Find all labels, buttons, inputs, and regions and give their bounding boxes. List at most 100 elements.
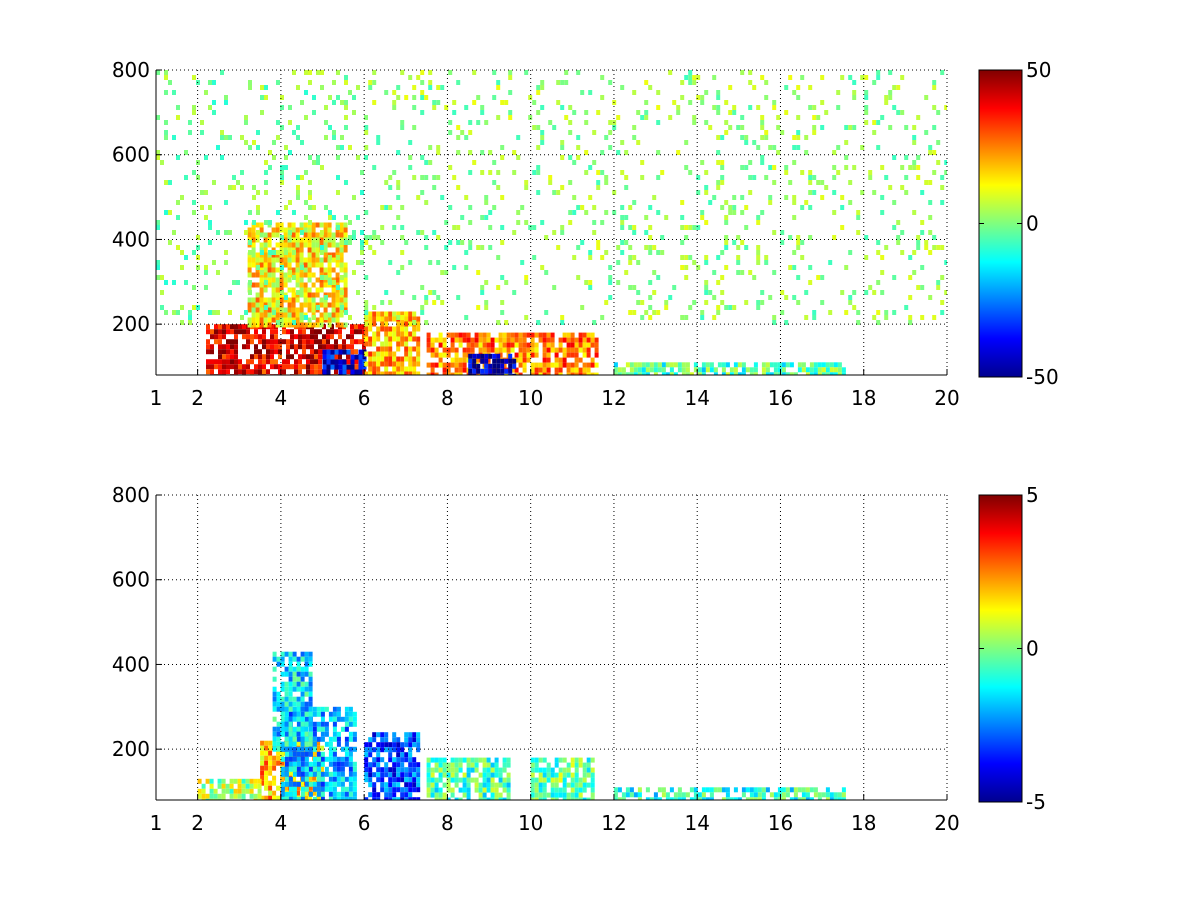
heatmap-cell [272, 676, 277, 682]
heatmap-cell [323, 302, 328, 308]
heatmap-cell [608, 80, 613, 85]
heatmap-cell [484, 363, 489, 369]
heatmap-cell [222, 344, 226, 350]
heatmap-cell [756, 220, 761, 225]
heatmap-cell [438, 757, 443, 763]
heatmap-cell [412, 326, 417, 332]
heatmap-cell [586, 772, 591, 778]
heatmap-cell [364, 767, 369, 773]
heatmap-cell [480, 373, 485, 375]
heatmap-cell [310, 369, 314, 375]
heatmap-cell [348, 711, 353, 717]
heatmap-cell [344, 736, 349, 742]
heatmap-cell [272, 666, 277, 672]
heatmap-cell [388, 782, 393, 788]
heatmap-cell [566, 367, 571, 373]
heatmap-cell [304, 716, 309, 722]
heatmap-cell [821, 792, 826, 798]
heatmap-cell [829, 372, 834, 375]
heatmap-cell [928, 180, 933, 185]
heatmap-cell [648, 280, 653, 285]
heatmap-cell [704, 290, 709, 295]
heatmap-cell [354, 369, 359, 375]
heatmap-cell [180, 320, 184, 325]
heatmap-cell [288, 751, 293, 757]
heatmap-cell [312, 110, 316, 115]
heatmap-cell [496, 373, 501, 375]
heatmap-cell [592, 205, 597, 210]
heatmap-cell [324, 726, 329, 732]
heatmap-cell [936, 160, 941, 165]
heatmap-cell [468, 130, 473, 135]
heatmap-cell [304, 731, 309, 737]
heatmap-cell [284, 756, 289, 762]
heatmap-cell [784, 165, 789, 170]
colorbar-tick-label: 0 [1026, 637, 1039, 661]
heatmap-cell [296, 195, 300, 200]
heatmap-cell [809, 372, 814, 375]
heatmap-cell [696, 190, 701, 195]
heatmap-cell [176, 215, 180, 220]
heatmap-cell [296, 796, 301, 800]
heatmap-cell [234, 334, 238, 340]
heatmap-cell [339, 232, 344, 238]
heatmap-cell [284, 785, 289, 791]
heatmap-cell [315, 277, 320, 283]
heatmap-cell [304, 315, 308, 320]
heatmap-cell [454, 777, 459, 783]
heatmap-cell [238, 369, 242, 375]
heatmap-cell [168, 80, 172, 85]
heatmap-cell [478, 787, 483, 793]
heatmap-cell [276, 736, 281, 742]
heatmap-cell [308, 651, 313, 657]
heatmap-cell [320, 791, 325, 797]
heatmap-cell [574, 362, 579, 368]
heatmap-cell [904, 125, 909, 130]
heatmap-cell [864, 75, 869, 80]
heatmap-cell [430, 787, 435, 793]
heatmap-cell [340, 776, 345, 782]
heatmap-cell [514, 357, 519, 363]
heatmap-cell [331, 237, 336, 243]
heatmap-cell [558, 772, 563, 778]
heatmap-cell [474, 762, 479, 768]
heatmap-cell [288, 721, 293, 727]
heatmap-cell [392, 762, 397, 768]
heatmap-cell [291, 297, 296, 303]
heatmap-cell [620, 140, 625, 145]
heatmap-cell [246, 329, 250, 335]
heatmap-cell [342, 349, 347, 355]
heatmap-cell [888, 95, 893, 100]
heatmap-cell [442, 762, 447, 768]
heatmap-cell [552, 230, 557, 235]
heatmap-cell [446, 367, 451, 373]
heatmap-cell [476, 363, 481, 369]
heatmap-cell [384, 205, 389, 210]
heatmap-cell [240, 135, 244, 140]
heatmap-cell [288, 661, 293, 667]
x-tick-label: 8 [441, 386, 454, 410]
heatmap-cell [304, 170, 308, 175]
heatmap-cell [344, 741, 349, 747]
heatmap-cell [408, 772, 413, 778]
heatmap-cell [160, 160, 164, 165]
heatmap-cell [592, 320, 597, 325]
heatmap-cell [892, 155, 897, 160]
heatmap-cell [344, 776, 349, 782]
heatmap-cell [204, 285, 208, 290]
heatmap-cell [226, 339, 230, 345]
heatmap-cell [328, 125, 332, 130]
heatmap-cell [773, 367, 778, 373]
heatmap-cell [346, 334, 350, 340]
heatmap-cell [689, 797, 694, 800]
heatmap-cell [542, 787, 547, 793]
heatmap-cell [372, 737, 377, 743]
heatmap-cell [295, 232, 300, 238]
heatmap-cell [276, 741, 281, 747]
heatmap-cell [880, 165, 885, 170]
heatmap-cell [400, 757, 405, 763]
heatmap-cell [669, 797, 674, 800]
heatmap-cell [274, 349, 278, 355]
heatmap-cell [442, 372, 447, 375]
heatmap-cell [246, 339, 250, 345]
